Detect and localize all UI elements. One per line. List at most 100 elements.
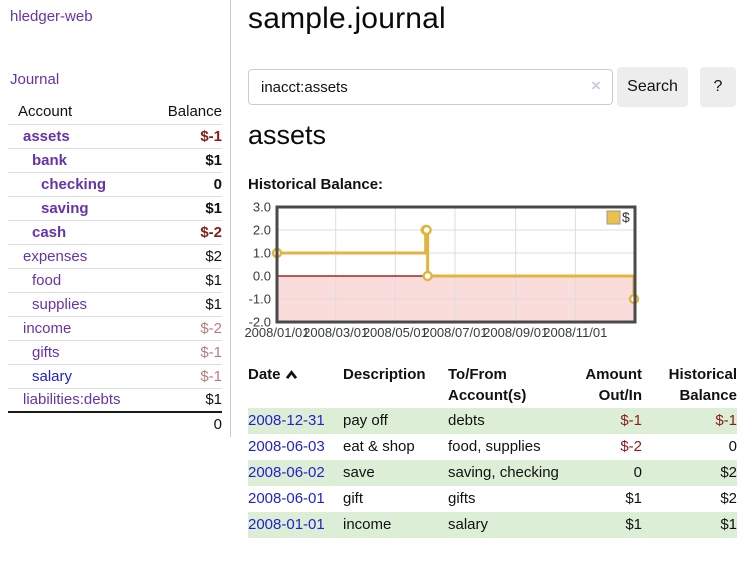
brand-link[interactable]: hledger-web: [10, 8, 93, 25]
register-row: 2008-06-03 eat & shop food, supplies $-2 0: [248, 434, 737, 460]
sidebar-account-row: gifts $-1: [8, 339, 222, 364]
transaction-balance: $-1: [715, 412, 737, 429]
search-form: × Search ?: [248, 67, 742, 107]
svg-text:0.0: 0.0: [253, 269, 271, 284]
search-button[interactable]: Search: [617, 67, 688, 107]
sidebar-account-row: food $1: [8, 267, 222, 292]
account-page-title: assets: [248, 120, 327, 150]
sidebar-account-rows: assets $-1 bank $1 checking 0 saving $1 cash $-2 e…: [8, 124, 222, 412]
register-header-row: Date Description To/From Account(s) Amou…: [248, 363, 737, 408]
svg-text:-2.0: -2.0: [249, 315, 271, 330]
account-balance: $2: [152, 243, 222, 268]
col-label-date: Date: [248, 366, 281, 383]
sidebar-account-income[interactable]: income: [23, 319, 72, 337]
svg-text:2008/09/01: 2008/09/01: [483, 325, 548, 340]
transaction-balance: $2: [720, 464, 737, 481]
transaction-date-link[interactable]: 2008-06-03: [248, 438, 325, 455]
transaction-amount: $1: [625, 516, 642, 533]
sort-ascending-icon: [285, 370, 297, 380]
sidebar-account-bank[interactable]: bank: [32, 151, 68, 169]
transaction-amount: $-1: [620, 412, 642, 429]
register-col-date[interactable]: Date: [248, 363, 343, 408]
sidebar-account-row: income $-2: [8, 315, 222, 340]
svg-text:3.0: 3.0: [253, 200, 271, 215]
svg-text:2.0: 2.0: [253, 223, 271, 238]
register-row: 2008-06-01 gift gifts $1 $2: [248, 486, 737, 512]
sidebar-account-assets[interactable]: assets: [23, 127, 70, 145]
sidebar-account-row: checking 0: [8, 171, 222, 196]
transaction-accounts: gifts: [448, 490, 476, 507]
account-column-header: Account: [8, 100, 153, 125]
transaction-accounts: debts: [448, 412, 485, 429]
sidebar-account-saving[interactable]: saving: [41, 199, 89, 217]
sidebar-account-row: saving $1: [8, 195, 222, 220]
register-rows: 2008-12-31 pay off debts $-1 $-1 2008-06-03 ea…: [248, 408, 737, 538]
sidebar-total-row: 0: [8, 411, 222, 436]
sidebar-accounts-header: Account Balance: [8, 100, 222, 125]
transaction-description: income: [343, 516, 392, 533]
clear-search-icon[interactable]: ×: [591, 76, 601, 95]
balance-column-header: Balance: [152, 100, 222, 125]
register-table: Date Description To/From Account(s) Amou…: [248, 363, 737, 538]
register-row: 2008-12-31 pay off debts $-1 $-1: [248, 408, 737, 434]
page-title: sample.journal: [248, 2, 446, 35]
sidebar-account-row: liabilities:debts $1: [8, 387, 222, 412]
account-balance: 0: [152, 171, 222, 196]
account-balance: $-2: [152, 219, 222, 244]
svg-text:$: $: [622, 209, 630, 225]
sidebar-account-cash[interactable]: cash: [32, 223, 67, 241]
svg-text:2008/03/01: 2008/03/01: [303, 325, 368, 340]
transaction-balance: $2: [720, 490, 737, 507]
account-balance: $1: [152, 291, 222, 316]
transaction-amount: 0: [633, 464, 642, 481]
transaction-balance: 0: [728, 438, 737, 455]
sidebar-account-liabilities-debts[interactable]: liabilities:debts: [23, 391, 121, 409]
transaction-amount: $-2: [620, 438, 642, 455]
transaction-amount: $1: [625, 490, 642, 507]
register-row: 2008-06-02 save saving, checking 0 $2: [248, 460, 737, 486]
sidebar-account-salary[interactable]: salary: [32, 367, 73, 385]
search-input[interactable]: [248, 69, 613, 105]
sidebar-total-balance: 0: [152, 411, 222, 436]
svg-text:2008/01/01: 2008/01/01: [244, 325, 309, 340]
transaction-accounts: saving, checking: [448, 464, 559, 481]
sidebar-account-row: cash $-2: [8, 219, 222, 244]
account-balance: $1: [152, 147, 222, 172]
svg-text:2008/07/01: 2008/07/01: [422, 325, 487, 340]
account-balance: $1: [152, 195, 222, 220]
register-col-description: Description: [343, 366, 426, 383]
account-balance: $-1: [152, 363, 222, 388]
sidebar-item-journal[interactable]: Journal: [10, 71, 60, 88]
chart-title: Historical Balance:: [248, 176, 384, 193]
transaction-date-link[interactable]: 2008-01-01: [248, 516, 325, 533]
svg-text:2008/05/01: 2008/05/01: [363, 325, 428, 340]
transaction-description: eat & shop: [343, 438, 415, 455]
main-content: sample.journal × Search ? assets Histori…: [244, 0, 742, 582]
transaction-balance: $1: [720, 516, 737, 533]
register-col-amount: Amount Out/In: [585, 366, 642, 404]
sidebar-account-supplies[interactable]: supplies: [32, 295, 88, 313]
help-button[interactable]: ?: [700, 67, 736, 107]
transaction-date-link[interactable]: 2008-06-01: [248, 490, 325, 507]
transaction-description: gift: [343, 490, 364, 507]
balance-chart-svg: $3.0 2.0 1.0 0.0 -1.0 -2.02008/01/012008/03/0…: [244, 200, 640, 340]
sidebar-account-row: salary $-1: [8, 363, 222, 388]
sidebar-account-row: expenses $2: [8, 243, 222, 268]
sidebar-account-food[interactable]: food: [32, 271, 62, 289]
historical-balance-chart: $3.0 2.0 1.0 0.0 -1.0 -2.0 2008/01/01 2008/03/0…: [243, 200, 673, 348]
transaction-date-link[interactable]: 2008-06-02: [248, 464, 325, 481]
register-row: 2008-01-01 income salary $1 $1: [248, 512, 737, 538]
transaction-date-link[interactable]: 2008-12-31: [248, 412, 325, 429]
transaction-description: pay off: [343, 412, 388, 429]
svg-text:-1.0: -1.0: [249, 292, 271, 307]
transaction-description: save: [343, 464, 375, 481]
sidebar-account-row: bank $1: [8, 147, 222, 172]
sidebar-account-expenses[interactable]: expenses: [23, 247, 88, 265]
sidebar-account-checking[interactable]: checking: [41, 175, 107, 193]
svg-text:2008/11/01: 2008/11/01: [543, 325, 607, 340]
register-col-accounts: To/From Account(s): [448, 366, 527, 404]
sidebar-account-gifts[interactable]: gifts: [32, 343, 60, 361]
sidebar-account-row: supplies $1: [8, 291, 222, 316]
transaction-accounts: food, supplies: [448, 438, 541, 455]
account-balance: $1: [152, 267, 222, 292]
